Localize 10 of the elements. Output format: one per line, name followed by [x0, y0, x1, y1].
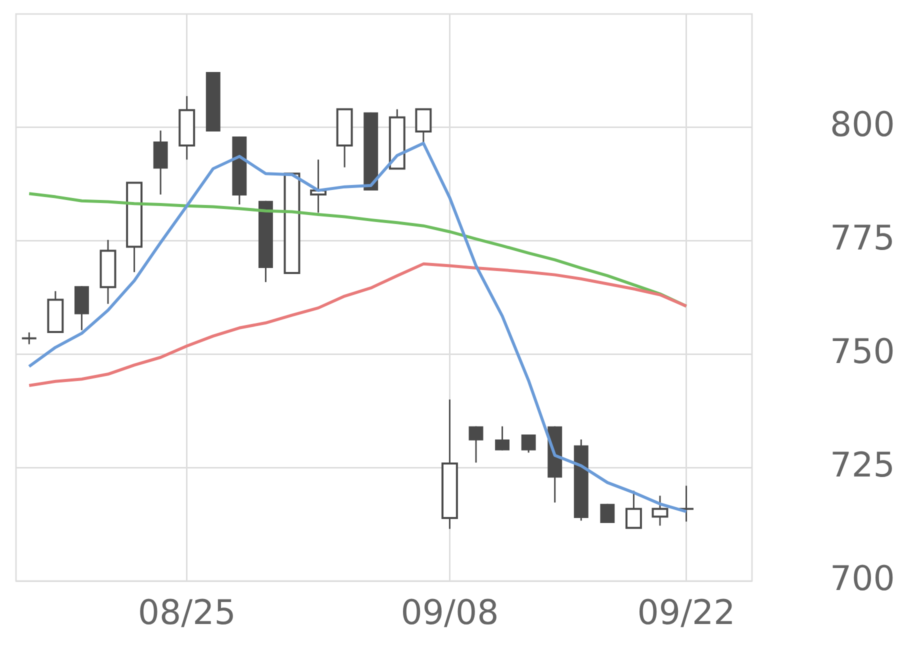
y-tick-label: 725 [830, 445, 895, 486]
x-tick-label: 09/08 [400, 593, 499, 634]
candlestick [678, 484, 695, 522]
candlestick [20, 332, 38, 345]
y-tick-label: 750 [830, 332, 895, 372]
y-tick-label: 775 [830, 218, 895, 259]
y-tick-label: 800 [830, 105, 895, 146]
x-tick-label: 08/25 [138, 593, 236, 634]
x-tick-label: 09/22 [637, 593, 736, 634]
y-tick-label: 700 [830, 558, 895, 599]
